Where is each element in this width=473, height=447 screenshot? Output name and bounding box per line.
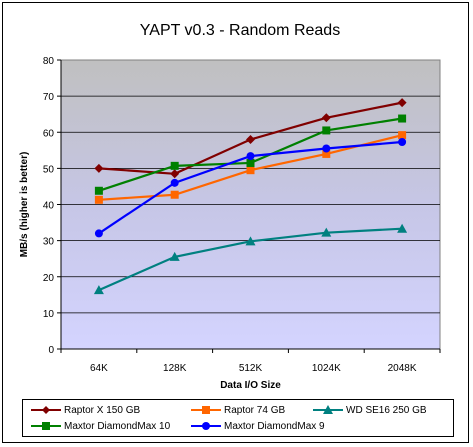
data-point [169,251,180,261]
data-point [322,144,331,153]
data-point [170,161,179,170]
data-point [94,229,103,238]
y-tick-label: 30 [43,237,55,248]
legend-item: Raptor 74 GB [191,404,285,417]
data-point [321,113,331,123]
x-tick-label: 128K [163,363,187,374]
y-tick-label: 60 [43,128,55,139]
legend-swatch [313,405,343,415]
data-point [246,158,255,167]
y-tick-label: 0 [48,345,54,356]
data-point [170,190,179,199]
x-axis-label: Data I/O Size [220,380,281,391]
x-tick-label: 512K [239,363,263,374]
data-point [397,98,407,108]
legend-swatch [191,406,221,415]
legend-swatch [31,422,61,431]
y-tick-label: 20 [43,273,55,284]
data-point [94,163,104,173]
legend-item: WD SE16 250 GB [313,404,427,417]
data-point [322,149,331,158]
data-point [246,152,255,161]
legend-item: Raptor X 150 GB [31,404,140,417]
data-point [94,195,103,204]
data-point [246,134,255,144]
data-point [398,114,407,123]
y-axis-label: MB/s (higher is better) [19,152,30,258]
legend: Raptor X 150 GB Raptor 74 GB WD SE16 250 G… [22,399,454,437]
legend-label: Raptor X 150 GB [64,405,141,416]
legend-swatch [191,422,221,431]
data-point [170,169,180,179]
data-point [245,236,256,246]
data-point [321,227,332,237]
y-tick-label: 40 [43,201,55,212]
legend-label: WD SE16 250 GB [346,405,427,416]
y-tick-label: 10 [43,309,55,320]
y-tick-label: 80 [43,56,55,67]
data-point [94,186,103,195]
legend-swatch [31,406,61,415]
data-point [93,285,104,295]
data-point [322,126,331,135]
y-tick-label: 50 [43,164,55,175]
legend-label: Maxtor DiamondMax 10 [64,421,171,432]
data-point [398,138,407,147]
legend-item: Maxtor DiamondMax 9 [191,420,325,433]
x-tick-label: 64K [90,363,108,374]
x-tick-label: 2048K [388,363,417,374]
legend-label: Raptor 74 GB [224,405,286,416]
legend-item: Maxtor DiamondMax 10 [31,420,170,433]
chart-title: YAPT v0.3 - Random Reads [139,22,341,39]
data-point [170,178,179,187]
y-tick-label: 70 [43,92,55,103]
legend-label: Maxtor DiamondMax 9 [224,421,325,432]
data-point [246,166,255,175]
data-point [398,131,407,140]
data-point [397,223,408,233]
x-tick-label: 1024K [312,363,341,374]
